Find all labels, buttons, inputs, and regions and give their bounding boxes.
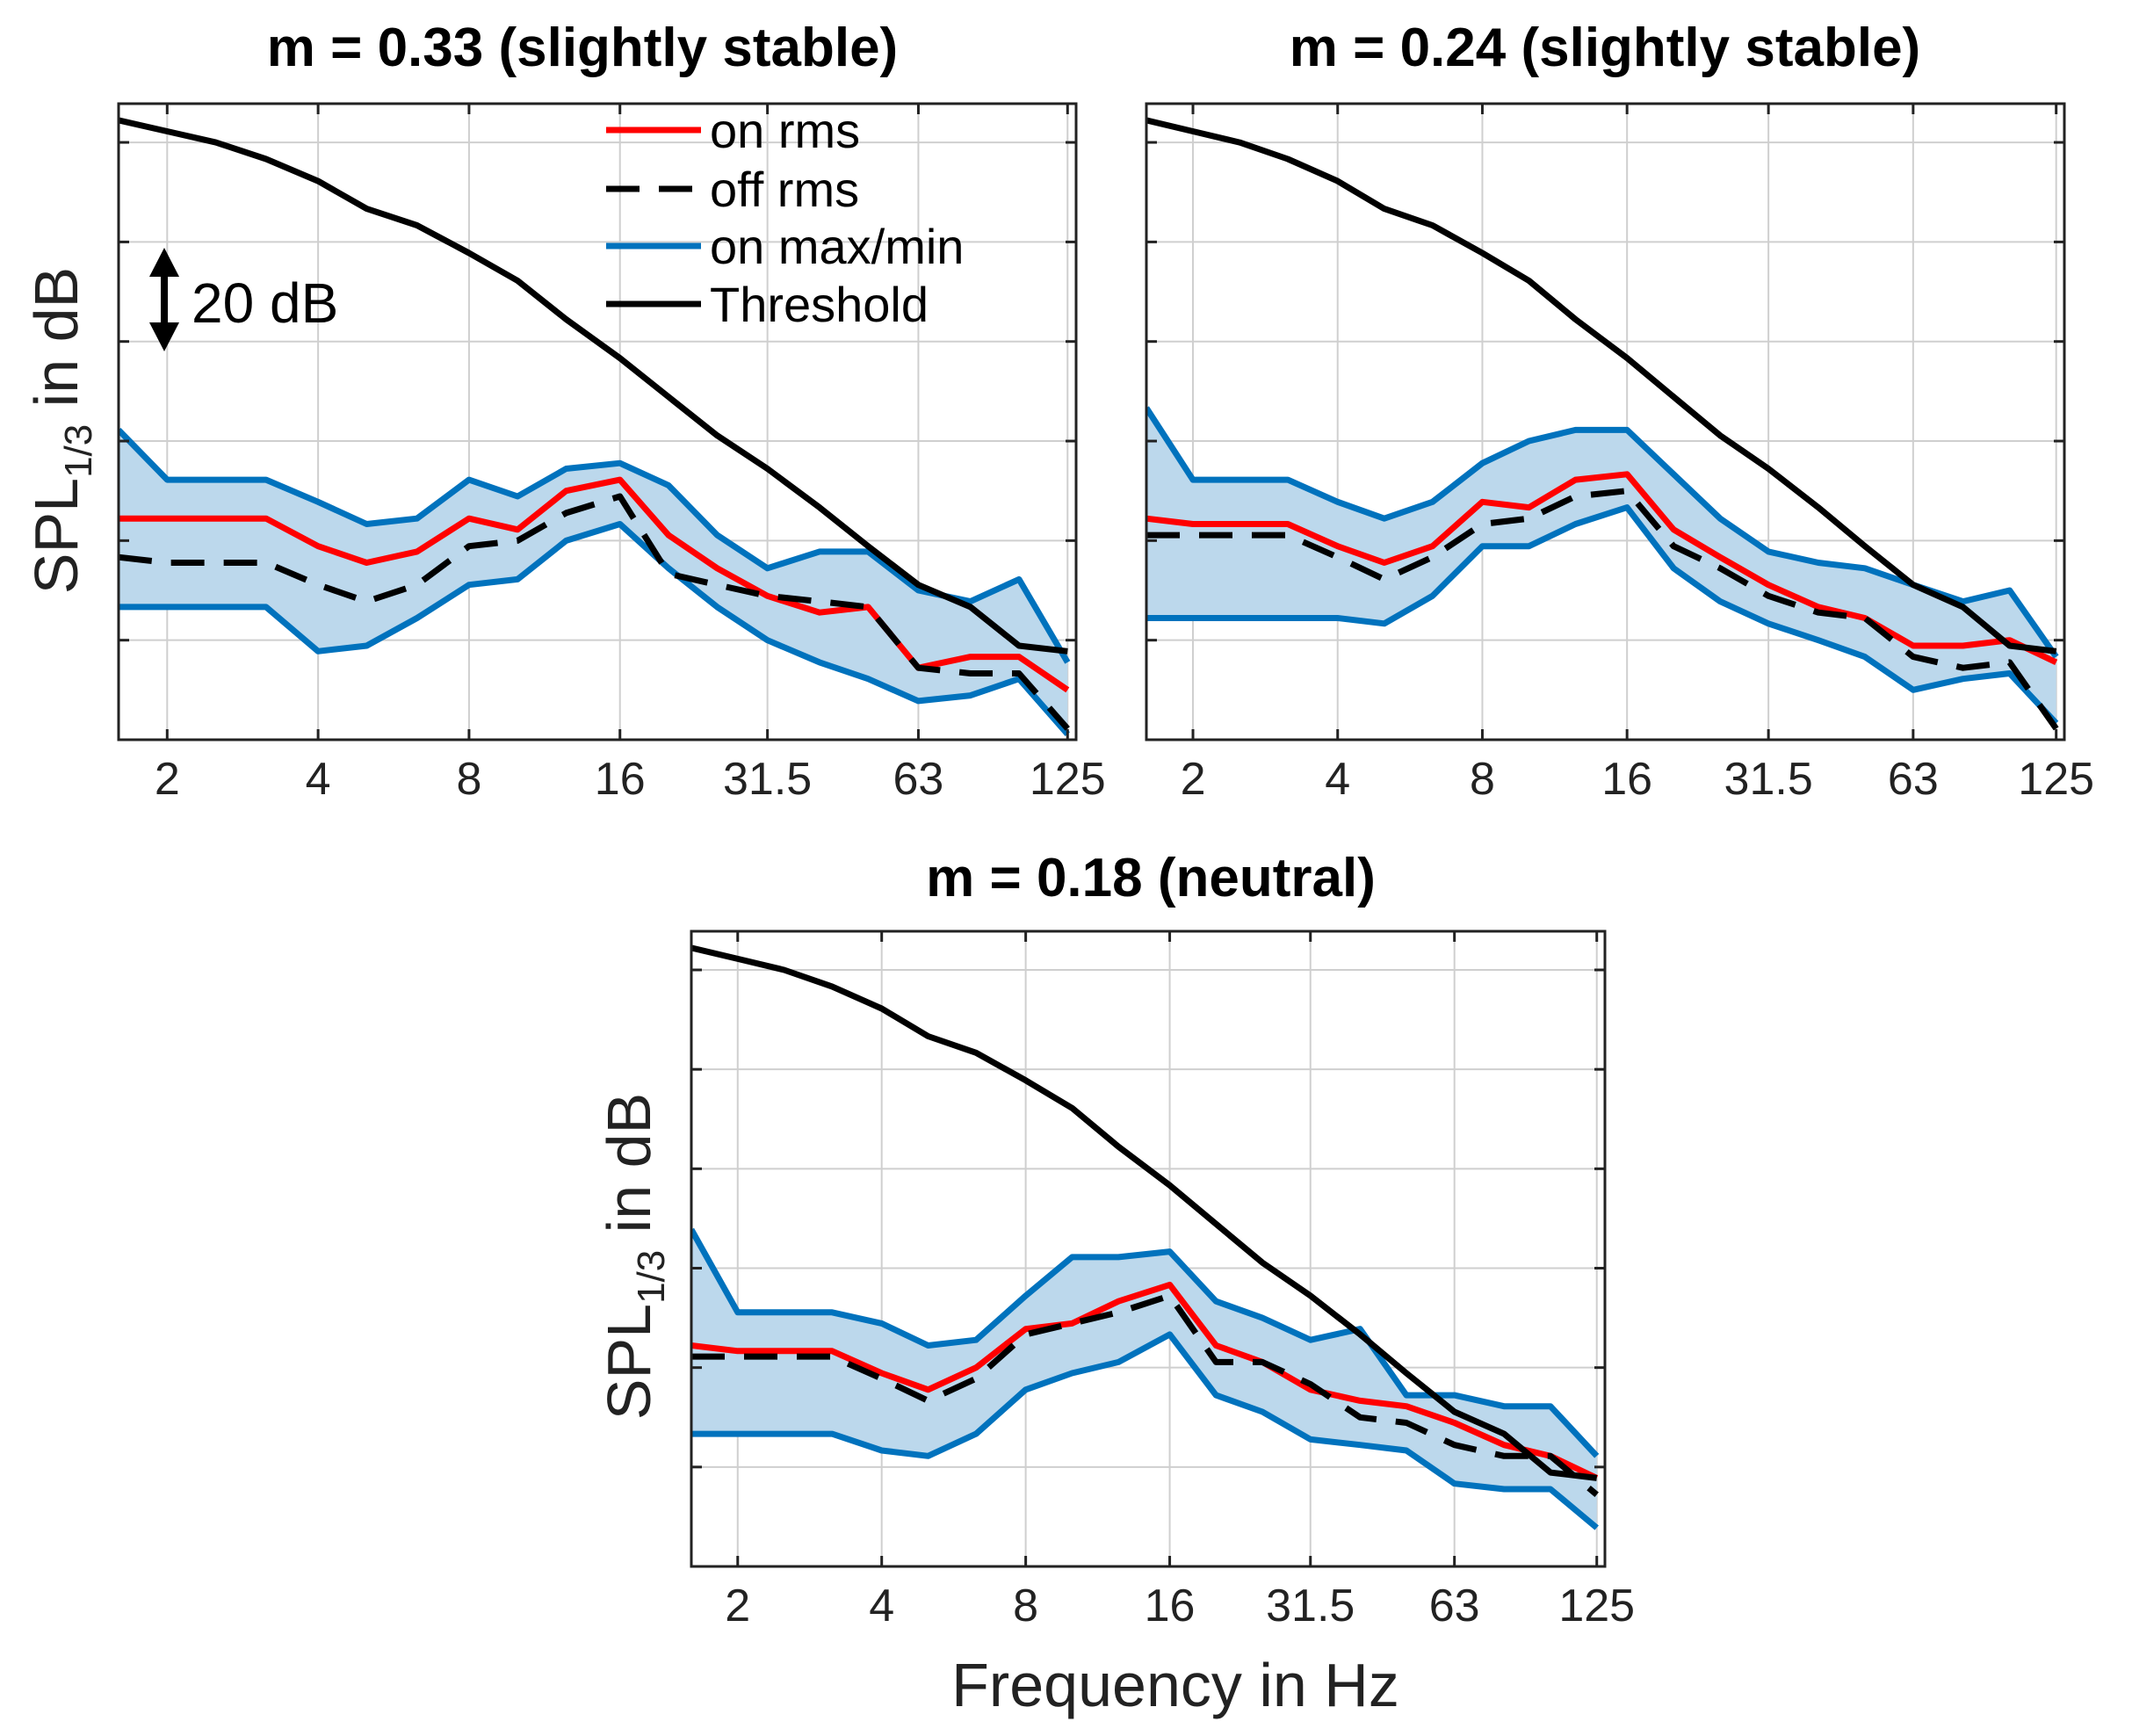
x-tick-label: 31.5 bbox=[1724, 754, 1813, 805]
series-on-max bbox=[691, 1227, 1600, 1458]
series-threshold bbox=[119, 117, 1068, 655]
band-on-max-min bbox=[119, 430, 1068, 734]
plot-area: 2 4 8 16 31.5 63 125 bbox=[690, 929, 1635, 1631]
x-tick-label: 4 bbox=[869, 1580, 894, 1631]
x-tick-label: 16 bbox=[595, 754, 646, 805]
x-tick-label: 125 bbox=[1558, 1580, 1635, 1631]
series-off-rms bbox=[1146, 488, 2059, 731]
series-on-rms bbox=[1146, 471, 2058, 666]
x-tick-label: 4 bbox=[306, 754, 331, 805]
scale-bar-annotation: 20 dB bbox=[149, 248, 338, 351]
x-tick-label: 16 bbox=[1601, 754, 1652, 805]
x-tick-label: 63 bbox=[893, 754, 944, 805]
series-on-rms bbox=[119, 476, 1070, 693]
panel-title: m = 0.33 (slightly stable) bbox=[267, 18, 898, 78]
series-on-min bbox=[691, 1331, 1599, 1530]
x-tick-label: 16 bbox=[1145, 1580, 1196, 1631]
series-on-rms bbox=[691, 1281, 1599, 1481]
x-tick-label: 2 bbox=[1181, 754, 1206, 805]
x-tick-label: 31.5 bbox=[723, 754, 812, 805]
x-tick-label: 8 bbox=[1470, 754, 1495, 805]
panel-title: m = 0.24 (slightly stable) bbox=[1290, 18, 1920, 78]
legend-label: on rms bbox=[710, 103, 860, 158]
series-off-rms bbox=[691, 1292, 1599, 1497]
legend-item-off-rms: off rms bbox=[606, 162, 859, 217]
x-tick-label: 63 bbox=[1429, 1580, 1480, 1631]
legend-label: off rms bbox=[710, 162, 859, 217]
x-axis-label: Frequency in Hz bbox=[951, 1651, 1399, 1719]
y-axis-label: SPL1/3 in dB bbox=[22, 267, 100, 594]
legend-label: Threshold bbox=[710, 277, 929, 332]
x-tick-label: 125 bbox=[1030, 754, 1106, 805]
legend-item-on-rms: on rms bbox=[606, 103, 860, 158]
axes-frame bbox=[117, 102, 1078, 741]
series-on-max bbox=[119, 427, 1071, 664]
plot-area: 2 4 8 16 31.5 63 125 bbox=[117, 102, 1106, 805]
series-on-min bbox=[1146, 504, 2059, 726]
x-tick-label: 8 bbox=[1013, 1580, 1038, 1631]
axes-frame bbox=[690, 929, 1607, 1568]
panel-m024: m = 0.24 (slightly stable) 2 4 8 16 31.5 63 12… bbox=[1145, 18, 2094, 805]
legend-item-on-max-min: on max/min bbox=[606, 219, 964, 274]
panel-title: m = 0.18 (neutral) bbox=[926, 848, 1376, 908]
series-threshold bbox=[691, 944, 1598, 1481]
x-tick-label: 125 bbox=[2018, 754, 2094, 805]
x-tick-label: 2 bbox=[725, 1580, 750, 1631]
panel-m033: m = 0.33 (slightly stable) 2 4 8 16 31.5 63 12… bbox=[22, 18, 1106, 805]
scale-label: 20 dB bbox=[192, 271, 338, 335]
series-off-rms bbox=[119, 493, 1070, 731]
x-tick-label: 2 bbox=[155, 754, 180, 805]
x-tick-label: 63 bbox=[1888, 754, 1939, 805]
x-tick-label: 8 bbox=[456, 754, 481, 805]
legend-label: on max/min bbox=[710, 219, 964, 274]
y-axis-label: SPL1/3 in dB bbox=[595, 1093, 673, 1420]
axes-frame bbox=[1145, 102, 2066, 741]
panel-m018: m = 0.18 (neutral) 2 4 8 16 31.5 63 125 SPL1/3… bbox=[595, 848, 1635, 1719]
arrow-down-icon bbox=[149, 322, 179, 351]
arrow-up-icon bbox=[149, 248, 179, 277]
series-on-min bbox=[119, 521, 1070, 737]
plot-area: 2 4 8 16 31.5 63 125 bbox=[1145, 102, 2094, 805]
x-tick-label: 31.5 bbox=[1266, 1580, 1355, 1631]
series-threshold bbox=[1146, 117, 2057, 655]
legend: on rms off rms on max/min Threshold bbox=[606, 103, 964, 332]
legend-item-threshold: Threshold bbox=[606, 277, 929, 332]
band-on-max-min bbox=[1146, 408, 2056, 724]
x-tick-label: 4 bbox=[1325, 754, 1350, 805]
